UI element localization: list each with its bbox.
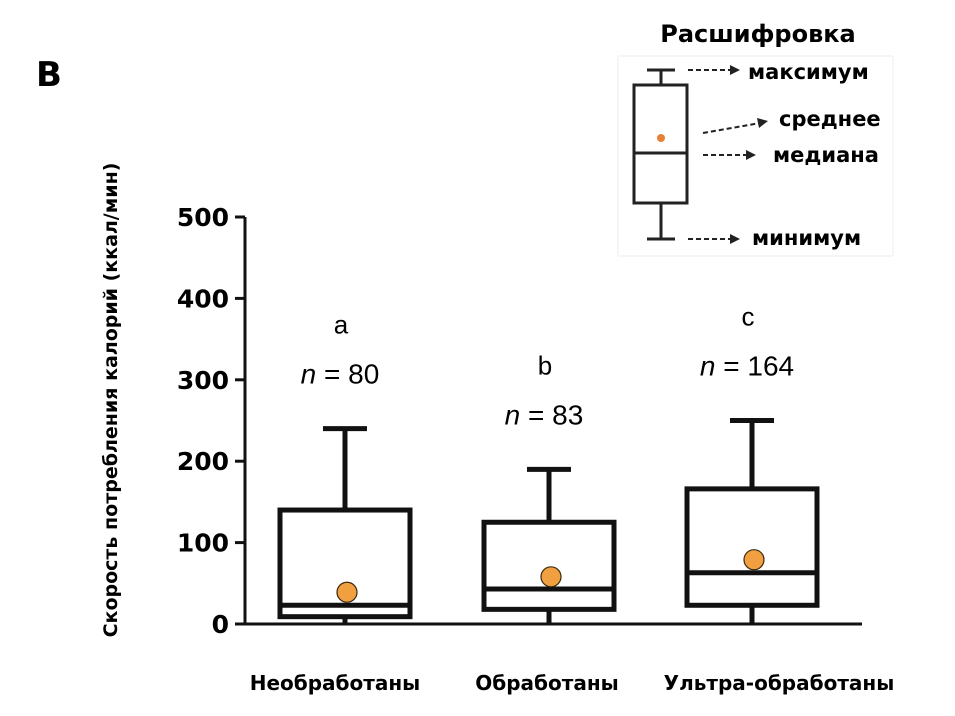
n-symbol: n: [301, 359, 317, 390]
n-value: = 164: [715, 351, 794, 382]
y-tick-label: 0: [212, 610, 229, 639]
n-symbol: n: [505, 399, 521, 430]
arrowhead-icon: [757, 118, 768, 128]
legend-mean-label: среднее: [779, 107, 881, 131]
arrowhead-icon: [730, 65, 740, 75]
axes: 0 100 200 300 400 500: [177, 203, 862, 639]
group-letter: b: [538, 350, 552, 380]
n-label: n = 164: [700, 351, 794, 382]
y-tick-label: 200: [177, 447, 229, 476]
mean-dot: [540, 566, 562, 588]
y-tick-label: 300: [177, 366, 229, 395]
box-body: [684, 486, 820, 608]
n-label: n = 80: [301, 359, 380, 390]
box-body: [481, 519, 617, 612]
y-tick-label: 500: [177, 203, 229, 232]
legend-box: [632, 83, 689, 205]
legend-frame: [617, 55, 894, 257]
legend-median-label: медиана: [773, 143, 879, 167]
mean-dot: [743, 549, 765, 571]
n-value: = 83: [520, 399, 583, 430]
group-letter: c: [742, 302, 755, 332]
x-category-label: Обработаны: [475, 671, 618, 695]
panel-label: B: [36, 55, 62, 95]
legend-max-label: максимум: [748, 60, 869, 84]
x-category-label: Необработаны: [250, 671, 421, 695]
legend-mean-dot: [657, 134, 665, 142]
mean-dot: [336, 581, 358, 603]
arrowhead-icon: [730, 234, 740, 244]
legend-title: Расшифровка: [660, 20, 855, 48]
n-symbol: n: [700, 351, 716, 382]
y-tick-label: 100: [177, 529, 229, 558]
n-value: = 80: [316, 359, 379, 390]
legend-min-label: минимум: [752, 226, 861, 250]
x-category-label: Ультра-обработаны: [664, 671, 895, 695]
legend: Расшифровка максимум среднее медиана мин…: [617, 20, 894, 257]
group-letter: a: [334, 310, 349, 340]
n-label: n = 83: [505, 399, 584, 430]
y-axis-label: Скорость потребления калорий (ккал/мин): [100, 163, 122, 638]
arrowhead-icon: [746, 150, 756, 160]
legend-arrow-mean: [702, 122, 761, 134]
y-tick-label: 400: [177, 284, 229, 313]
